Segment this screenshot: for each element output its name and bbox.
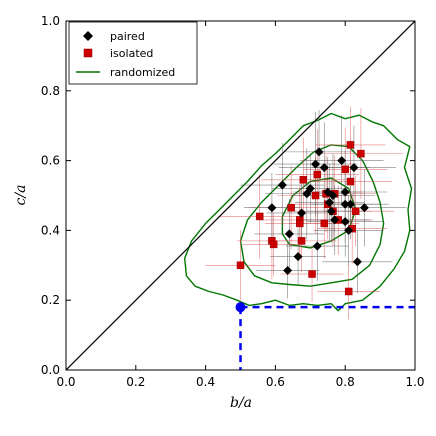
y-tick-label-4: 0.8 bbox=[41, 84, 60, 98]
y-tick-label-1: 0.2 bbox=[41, 293, 60, 307]
point-paired-15 bbox=[328, 191, 338, 200]
point-paired-0 bbox=[267, 203, 277, 213]
y-axis-label: c/a bbox=[13, 185, 29, 206]
x-tick-label-2: 0.4 bbox=[196, 375, 215, 389]
point-paired-25 bbox=[359, 203, 369, 213]
reference-point bbox=[235, 302, 246, 313]
plot-content bbox=[66, 21, 415, 370]
point-paired-21 bbox=[344, 225, 354, 235]
point-paired-14 bbox=[326, 206, 336, 216]
legend-marker-isolated bbox=[83, 48, 93, 58]
point-paired-10 bbox=[314, 147, 324, 157]
point-isolated-6 bbox=[296, 219, 304, 228]
point-isolated-20 bbox=[346, 141, 355, 149]
point-isolated-0 bbox=[236, 261, 245, 270]
point-paired-2 bbox=[283, 266, 293, 276]
point-paired-1 bbox=[277, 180, 287, 190]
point-paired-8 bbox=[311, 159, 321, 169]
x-tick-label-0: 0.0 bbox=[56, 375, 75, 389]
point-isolated-24 bbox=[357, 149, 365, 158]
point-isolated-19 bbox=[344, 287, 353, 296]
point-isolated-3 bbox=[269, 240, 278, 249]
x-tick-label-4: 0.8 bbox=[336, 375, 355, 389]
point-isolated-12 bbox=[320, 219, 329, 228]
point-paired-11 bbox=[319, 163, 329, 173]
axes: 0.0 0.2 0.4 0.6 0.8 1.0 0.0 0.2 0.4 0.6 0.8 1.0 bbox=[41, 14, 425, 389]
point-paired-24 bbox=[352, 257, 362, 267]
legend-marker-paired bbox=[83, 31, 93, 41]
x-tick-label-1: 0.2 bbox=[126, 375, 145, 389]
point-isolated-1 bbox=[255, 212, 264, 221]
legend-label-paired: paired bbox=[110, 30, 145, 43]
point-paired-19 bbox=[340, 199, 350, 209]
legend-item-isolated: isolated bbox=[83, 47, 153, 60]
x-tick-label-3: 0.6 bbox=[266, 375, 285, 389]
plot-area bbox=[66, 21, 415, 370]
point-isolated-8 bbox=[299, 176, 308, 184]
point-isolated-9 bbox=[308, 270, 316, 278]
plot-frame bbox=[65, 20, 416, 371]
point-isolated-23 bbox=[351, 207, 360, 215]
point-isolated-21 bbox=[346, 177, 355, 186]
point-paired-22 bbox=[345, 199, 355, 209]
legend-label-isolated: isolated bbox=[110, 47, 153, 60]
x-tick-label-5: 1.0 bbox=[405, 375, 424, 389]
point-paired-4 bbox=[293, 252, 303, 262]
y-tick-label-2: 0.4 bbox=[41, 223, 60, 237]
point-isolated-4 bbox=[287, 203, 295, 212]
point-paired-20 bbox=[340, 217, 350, 227]
point-isolated-7 bbox=[297, 237, 306, 245]
diagonal-line bbox=[66, 21, 415, 370]
y-tick-label-0: 0.0 bbox=[41, 363, 60, 377]
point-paired-18 bbox=[340, 187, 350, 197]
legend-item-randomized: randomized bbox=[76, 66, 175, 79]
point-isolated-11 bbox=[313, 170, 322, 179]
point-paired-17 bbox=[337, 156, 347, 166]
point-paired-3 bbox=[284, 229, 294, 239]
point-isolated-10 bbox=[311, 191, 320, 200]
x-axis-label: b/a bbox=[230, 395, 252, 411]
legend-item-paired: paired bbox=[83, 30, 145, 43]
point-paired-16 bbox=[330, 215, 340, 225]
point-isolated-18 bbox=[341, 165, 349, 174]
point-paired-13 bbox=[324, 197, 334, 207]
point-paired-7 bbox=[305, 184, 315, 194]
point-paired-23 bbox=[349, 163, 359, 173]
y-tick-label-5: 1.0 bbox=[41, 14, 60, 28]
legend-label-randomized: randomized bbox=[110, 66, 175, 79]
legend: paired isolated randomized bbox=[68, 21, 198, 85]
point-paired-9 bbox=[312, 241, 322, 251]
point-paired-5 bbox=[297, 208, 307, 218]
y-tick-label-3: 0.6 bbox=[41, 154, 60, 168]
